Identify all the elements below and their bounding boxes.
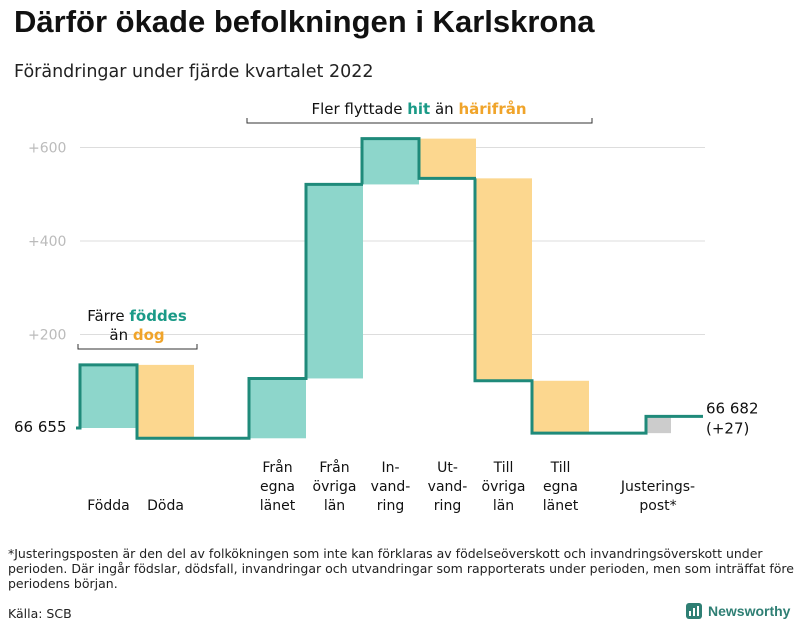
- bar-frånegnalänet: [249, 378, 306, 439]
- end-change-label: (+27): [706, 419, 749, 437]
- brand-name: Newsworthy: [708, 603, 791, 619]
- start-value-label: 66 655: [14, 418, 67, 436]
- annotation-part: Färre: [87, 307, 129, 325]
- category-label: län: [324, 498, 345, 514]
- chart-subtitle: Förändringar under fjärde kvartalet 2022: [14, 62, 374, 82]
- category-label: egna: [260, 479, 295, 495]
- category-label: Från: [319, 459, 349, 476]
- annotation-part: härifrån: [458, 100, 526, 118]
- annotation-part: Fler flyttade: [311, 100, 407, 118]
- births-annotation-line1: Färre föddes: [87, 307, 187, 325]
- y-tick-label: +400: [28, 234, 66, 250]
- births-bracket: [77, 344, 198, 350]
- category-label: post*: [639, 498, 676, 514]
- population-step-line: [76, 137, 703, 440]
- category-label: vand-: [371, 479, 411, 495]
- footnote: *Justeringsposten är den del av folkökni…: [8, 546, 794, 591]
- y-tick-label: +600: [28, 141, 66, 157]
- end-value-label: 66 682: [706, 399, 759, 417]
- category-label: Döda: [147, 498, 184, 514]
- annotation-part: hit: [407, 100, 430, 118]
- category-label: ring: [434, 498, 461, 514]
- category-label: ring: [377, 498, 404, 514]
- bar-justeringspost: [646, 416, 671, 434]
- annotation-part: än: [430, 100, 458, 118]
- category-label: Från: [262, 459, 292, 476]
- newsworthy-logo-icon: [686, 603, 702, 619]
- y-tick-label: +200: [28, 328, 66, 344]
- bar-födda: [80, 364, 137, 428]
- category-label: egna: [543, 479, 578, 495]
- category-label: län: [493, 498, 514, 514]
- category-label: övriga: [482, 479, 526, 495]
- source-label: Källa: SCB: [8, 606, 72, 621]
- category-label: Ut-: [437, 460, 458, 476]
- brand: Newsworthy: [686, 603, 790, 619]
- category-label: länet: [543, 498, 579, 514]
- bar-frånövrigalän: [306, 184, 363, 379]
- annotation-part: dog: [133, 326, 165, 344]
- bar-tillövrigalän: [475, 178, 532, 381]
- bar-döda: [137, 364, 194, 439]
- bar-invandring: [362, 138, 419, 185]
- births-annotation-line2: än dog: [109, 326, 164, 344]
- category-label: In-: [381, 460, 399, 476]
- category-label: Till: [493, 460, 514, 476]
- category-label: Till: [550, 460, 571, 476]
- category-label: vand-: [428, 479, 468, 495]
- annotation-part: än: [109, 326, 132, 344]
- bar-tillegnalänet: [532, 380, 589, 434]
- bar-utvandring: [419, 138, 476, 179]
- chart-title: Därför ökade befolkningen i Karlskrona: [14, 4, 595, 39]
- category-label: Justerings-: [620, 479, 695, 495]
- category-label: övriga: [313, 479, 357, 495]
- category-label: Födda: [87, 498, 129, 514]
- annotation-part: föddes: [129, 307, 186, 325]
- waterfall-chart: +200 +400 +600 66 655 66 682 (+27) Födda Döda Fr…: [14, 100, 759, 514]
- migration-annotation: Fler flyttade hit än härifrån: [311, 100, 526, 118]
- migration-bracket: [246, 118, 593, 124]
- category-label: länet: [260, 498, 296, 514]
